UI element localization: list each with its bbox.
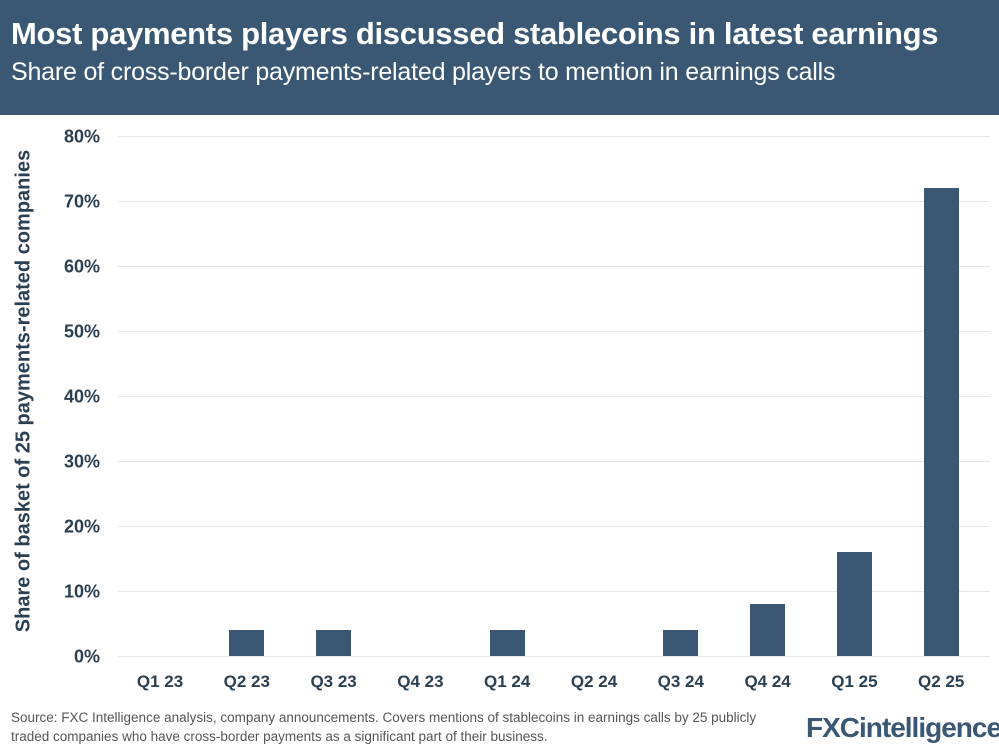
y-tick-label: 10% [63, 581, 100, 602]
chart-subtitle: Share of cross-border payments-related p… [11, 58, 836, 86]
x-tick-label: Q3 24 [657, 672, 704, 691]
y-tick-label: 0% [73, 646, 100, 667]
gridline [118, 396, 990, 397]
gridline [118, 201, 990, 202]
x-tick-label: Q1 24 [484, 672, 531, 691]
y-tick-label: 30% [63, 451, 100, 472]
gridline [118, 526, 990, 527]
bar-q1-24 [489, 630, 525, 656]
bar-q3-23 [316, 630, 352, 656]
gridline [118, 656, 990, 657]
y-tick-label: 70% [63, 191, 100, 212]
y-tick-label: 80% [63, 126, 100, 147]
y-tick-label: 50% [63, 321, 100, 342]
gridline [118, 591, 990, 592]
bar-q1-25 [836, 552, 872, 656]
x-tick-label: Q1 23 [136, 672, 184, 691]
bar-q3-24 [663, 630, 699, 656]
x-tick-label: Q2 24 [570, 672, 618, 691]
x-tick-label: Q2 25 [918, 672, 965, 691]
y-tick-label: 40% [63, 386, 100, 407]
plot-area: 0% 10% 20% 30% 40% 50% 60% 70% 80% Q1 23 Q2 23 Q3 2… [63, 126, 990, 691]
x-tick-label: Q1 25 [831, 672, 878, 691]
chart-title: Most payments players discussed stableco… [11, 16, 939, 51]
gridline [118, 331, 990, 332]
gridline [118, 461, 990, 462]
gridline [118, 136, 990, 137]
fxc-intelligence-logo: FXCintelligence™ [806, 712, 999, 743]
header-banner: Most payments players discussed stableco… [0, 0, 999, 115]
source-note: Source: FXC Intelligence analysis, compa… [11, 710, 757, 744]
bar-q2-25 [923, 188, 959, 656]
x-tick-label: Q2 23 [223, 672, 270, 691]
gridline [118, 266, 990, 267]
bar-q4-24 [750, 604, 786, 656]
y-tick-label: 20% [63, 516, 100, 537]
x-tick-label: Q3 23 [310, 672, 357, 691]
x-tick-label: Q4 23 [397, 672, 444, 691]
bar-q2-23 [229, 630, 265, 656]
y-tick-label: 60% [63, 256, 100, 277]
x-tick-label: Q4 24 [744, 672, 791, 691]
